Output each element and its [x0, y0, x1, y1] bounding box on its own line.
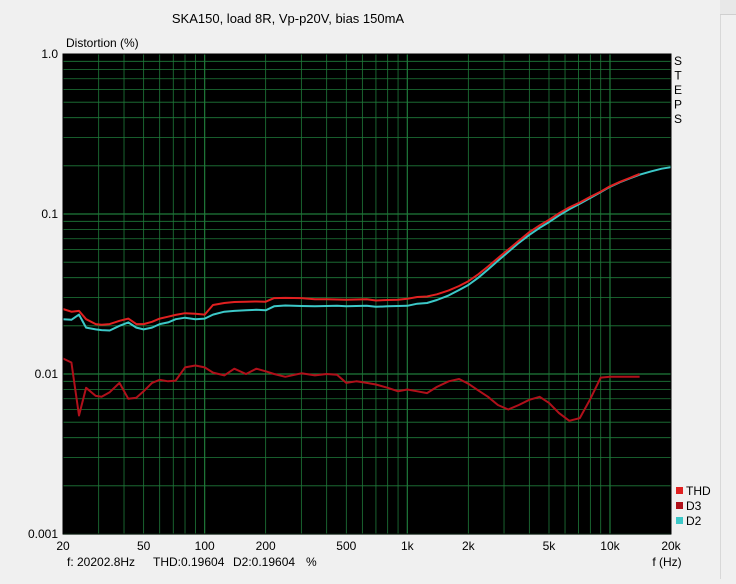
legend-label: THD: [686, 484, 711, 498]
plot-background: [63, 54, 671, 534]
series-line-d3: [62, 357, 640, 422]
legend-swatch: [676, 502, 683, 509]
side-label-letter: S: [674, 54, 682, 68]
legend-label: D2: [686, 514, 702, 528]
x-tick-label: 500: [336, 539, 356, 553]
side-label-letter: P: [674, 98, 682, 112]
legend-swatch: [676, 487, 683, 494]
y-tick-label: 0.1: [41, 207, 58, 221]
x-tick-label: 1k: [401, 539, 415, 553]
x-tick-label: 20k: [661, 539, 681, 553]
y-axis-label: Distortion (%): [66, 36, 139, 50]
y-tick-label: 1.0: [41, 47, 58, 61]
side-label-letter: E: [674, 83, 682, 97]
x-tick-label: 5k: [543, 539, 557, 553]
cursor-thd-readout: THD:0.19604: [153, 555, 225, 569]
x-tick-label: 200: [256, 539, 276, 553]
window-scrollbar[interactable]: [720, 0, 736, 579]
x-tick-labels: 20 50 100 200 500 1k 2k 5k 10k 20k: [56, 539, 681, 553]
grid-lines: [62, 54, 672, 535]
series-line-thd: [62, 172, 640, 326]
x-tick-label: 20: [56, 539, 70, 553]
legend-swatch: [676, 517, 683, 524]
y-tick-label: 0.01: [35, 367, 59, 381]
series-line-d2: [62, 166, 672, 332]
legend-label: D3: [686, 499, 702, 513]
x-tick-label: 100: [195, 539, 215, 553]
side-label-letter: T: [674, 69, 682, 83]
x-tick-label: 50: [137, 539, 151, 553]
window-corner: [720, 0, 736, 15]
y-tick-label: 0.001: [28, 527, 58, 541]
cursor-frequency-readout: f: 20202.8Hz: [67, 555, 135, 569]
x-axis-label: f (Hz): [652, 555, 681, 569]
chart-title: SKA150, load 8R, Vp-p20V, bias 150mA: [172, 11, 405, 26]
cursor-d2-readout: D2:0.19604: [233, 555, 295, 569]
y-tick-labels: 1.0 0.1 0.01 0.001: [28, 47, 58, 541]
cursor-unit-readout: %: [306, 555, 317, 569]
series-layer: [62, 166, 672, 422]
side-label-letter: S: [674, 112, 682, 126]
plot-frame: [62, 53, 672, 535]
x-tick-label: 10k: [600, 539, 620, 553]
x-tick-label: 2k: [462, 539, 476, 553]
